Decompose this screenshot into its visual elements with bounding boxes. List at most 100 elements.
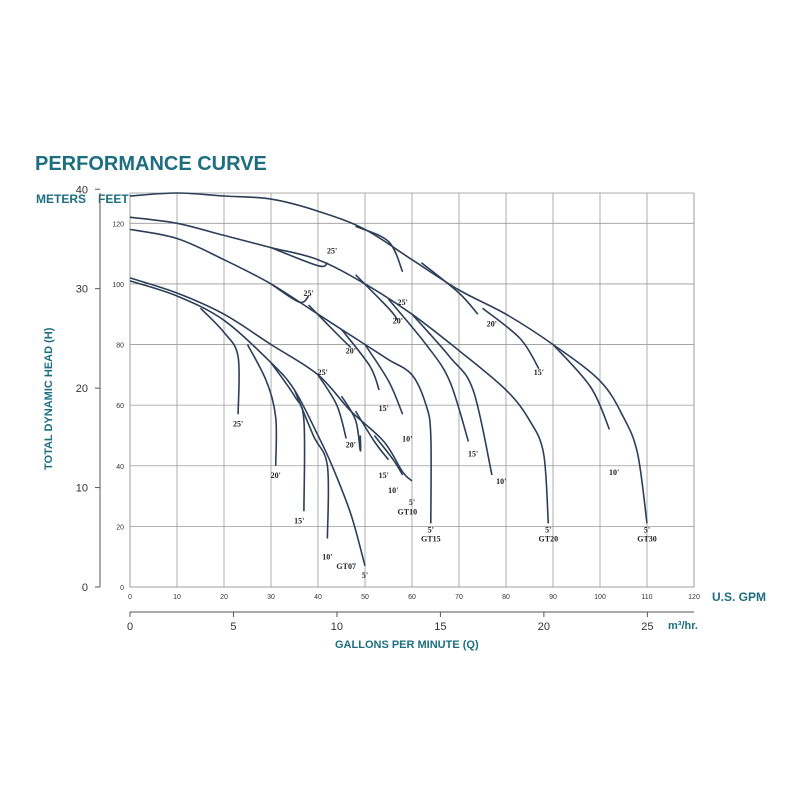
y-meter-tick-label: 10 (76, 483, 88, 495)
x-gpm-tick-label: 40 (314, 594, 322, 601)
x-gpm-tick-label: 20 (220, 594, 228, 601)
curve-label: 15' (379, 471, 389, 480)
curve-label: 15' (379, 404, 389, 413)
curve-label: 15' (468, 450, 478, 459)
x-gpm-tick-label: 50 (361, 594, 369, 601)
curve-label: 15' (294, 516, 304, 525)
curve-gt10-branch (340, 395, 362, 452)
curve-label: 25' (303, 289, 313, 298)
curve-gt15-branch (270, 283, 310, 304)
curve-gt07-branch (246, 344, 278, 466)
curve-gt30-branch (482, 307, 540, 370)
x-m3h-tick-label: 20 (538, 621, 550, 633)
x-gpm-tick-label: 110 (641, 594, 652, 601)
curve-gt07-branch (199, 307, 240, 415)
curve-gt30-branch (355, 225, 404, 273)
curve-label: 5' (409, 498, 415, 507)
curve-gt20-branch (355, 274, 399, 321)
x-gpm-tick-label: 90 (549, 594, 557, 601)
series-gt07 (129, 280, 366, 567)
x-gpm-tick-label: 80 (502, 594, 510, 601)
curve-gt10-branch (354, 410, 390, 461)
curves (129, 192, 648, 567)
curve-label: 25' (327, 247, 337, 256)
curve-label: 25' (318, 368, 328, 377)
curve-label: 5' (362, 571, 368, 580)
x-m3h-tick-label: 0 (127, 621, 133, 633)
curve-label: GT15 (421, 535, 441, 544)
curve-label: GT20 (539, 535, 559, 544)
x-m3h-tick-label: 5 (230, 621, 236, 633)
curve-label: 10' (496, 477, 506, 486)
grid (129, 192, 695, 588)
series-gt10 (129, 277, 413, 482)
curve-label: 20' (346, 441, 356, 450)
x-axis-label: GALLONS PER MINUTE (Q) (335, 639, 479, 651)
curve-label: 10' (322, 553, 332, 562)
x-m3h-tick-label: 10 (331, 621, 343, 633)
curve-label: 15' (534, 368, 544, 377)
curve-gt20-branch (387, 298, 470, 442)
curve-gt15-branch (308, 304, 352, 349)
series-gt30 (129, 192, 648, 524)
y-feet-tick-label: 80 (116, 343, 124, 350)
y-feet-tick-label: 120 (112, 221, 124, 228)
x-gpm-tick-label: 60 (408, 594, 416, 601)
curve-gt30-branch (552, 343, 611, 430)
x-gpm-tick-label: 120 (688, 594, 700, 601)
curve-gt15-branch (364, 344, 404, 415)
curve-label: 25' (233, 419, 243, 428)
curve-label: 20' (393, 316, 403, 325)
x-gpm-tick-label: 30 (267, 594, 275, 601)
y-meter-tick-label: 0 (82, 582, 88, 594)
y-right-unit: FEET (98, 192, 129, 206)
curve-gt20-main (129, 216, 550, 524)
x-bottom-unit: m³/hr. (668, 620, 698, 632)
y-meter-tick-label: 40 (76, 184, 88, 196)
y-left-unit: METERS (36, 192, 86, 206)
curve-label: 20' (487, 319, 497, 328)
curve-gt15-main (129, 228, 432, 524)
chart-title: PERFORMANCE CURVE (35, 153, 267, 175)
curve-label: 10' (402, 435, 412, 444)
y-feet-tick-label: 100 (112, 282, 124, 289)
curve-label: 20' (346, 347, 356, 356)
x-gpm-tick-label: 0 (128, 594, 132, 601)
curve-gt07-main (129, 280, 366, 567)
curve-gt30-main (129, 192, 648, 524)
x-gpm-tick-label: 10 (173, 594, 181, 601)
curve-label: 5' (428, 525, 434, 534)
curve-label: 20' (271, 471, 281, 480)
y-axis-label: TOTAL DYNAMIC HEAD (H) (43, 327, 55, 470)
x-m3h-tick-label: 25 (641, 621, 653, 633)
y-feet-tick-label: 0 (120, 585, 124, 592)
curve-label: 5' (545, 525, 551, 534)
curve-label: 10' (388, 486, 398, 495)
series-gt15 (129, 228, 432, 524)
curve-gt15-branch (340, 328, 380, 391)
curve-labels: 25' 25' 25' 20' 20' 20' 25' 15' 15' 10' 20' 25' 15' 2… (233, 247, 657, 580)
y-feet-tick-label: 20 (116, 524, 124, 531)
curve-label: 10' (609, 468, 619, 477)
y-meter-tick-label: 20 (76, 383, 88, 395)
curve-gt30-branch (420, 262, 479, 315)
axes: 0 10 20 30 40 50 60 70 80 90 100 110 120020406080100… (76, 184, 700, 633)
y-feet-tick-label: 40 (116, 464, 124, 471)
y-feet-tick-label: 60 (116, 403, 124, 410)
y-meter-tick-label: 30 (76, 284, 88, 296)
x-gpm-tick-label: 100 (594, 594, 606, 601)
curve-label: 25' (397, 298, 407, 307)
x-m3h-tick-label: 15 (434, 621, 446, 633)
curve-label: GT30 (637, 535, 657, 544)
curve-gt07-branch (293, 389, 330, 539)
x-gpm-tick-label: 70 (455, 594, 463, 601)
x-top-unit: U.S. GPM (712, 590, 766, 604)
curve-gt20-branch (270, 246, 328, 268)
curve-label: 5' (644, 525, 650, 534)
curve-gt20-branch (411, 313, 493, 476)
curve-label: GT10 (398, 507, 418, 516)
curve-gt10-branch (373, 435, 404, 476)
curve-label: GT07 (336, 562, 356, 571)
series-gt20 (129, 216, 550, 524)
